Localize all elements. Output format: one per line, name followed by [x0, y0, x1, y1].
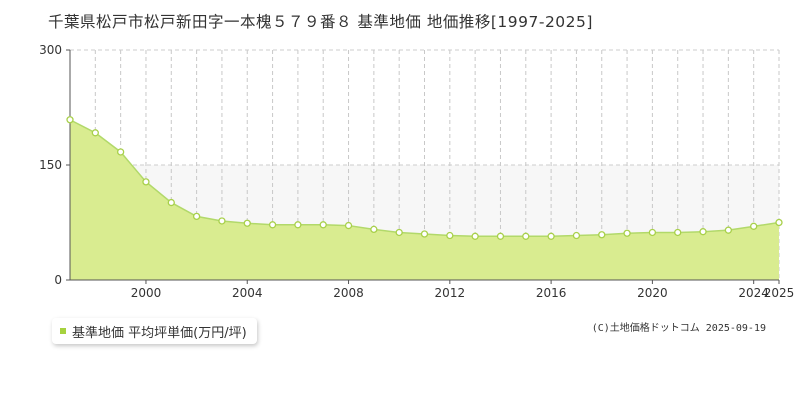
- data-point: [572, 231, 581, 240]
- legend-swatch: [60, 328, 66, 334]
- legend[interactable]: 基準地価 平均坪単価(万円/坪): [52, 318, 257, 344]
- y-tick-label: 150: [39, 158, 62, 172]
- x-tick-label: 2020: [637, 286, 668, 300]
- data-point: [674, 228, 682, 237]
- data-point: [66, 116, 74, 124]
- series-area: [70, 119, 779, 281]
- legend-label: 基準地価 平均坪単価(万円/坪): [72, 325, 247, 341]
- chart-title: 千葉県松戸市松戸新田字一本槐５７９番８ 基準地価 地価推移[1997-2025]: [48, 13, 593, 31]
- data-point: [294, 221, 302, 229]
- copyright-text: (C)土地価格ドットコム 2025-09-19: [591, 323, 766, 334]
- x-tick-label: 2004: [232, 286, 263, 300]
- x-tick-label: 2016: [536, 286, 567, 300]
- data-point: [192, 212, 201, 221]
- data-point: [496, 232, 505, 240]
- x-tick-label: 2024: [738, 286, 769, 300]
- data-point: [699, 228, 707, 236]
- data-point: [598, 231, 606, 239]
- data-point: [268, 221, 277, 229]
- axis-layer: [66, 49, 780, 284]
- data-point: [142, 178, 150, 186]
- data-point: [319, 221, 327, 229]
- data-point: [724, 226, 733, 234]
- x-tick-label: 2008: [333, 286, 364, 300]
- data-point: [446, 231, 454, 240]
- y-tick-label: 0: [54, 273, 62, 287]
- data-point: [522, 232, 530, 240]
- data-point: [344, 221, 353, 230]
- data-point: [218, 217, 226, 225]
- data-point: [648, 228, 657, 237]
- x-tick-label: 2000: [131, 286, 162, 300]
- data-point: [116, 148, 125, 156]
- data-point: [395, 228, 403, 237]
- x-tick-label: 2025: [764, 286, 795, 300]
- x-tick-label: 2012: [435, 286, 466, 300]
- data-point: [750, 222, 758, 230]
- y-tick-label: 300: [39, 43, 62, 57]
- data-point: [420, 230, 429, 238]
- data-point: [775, 218, 783, 227]
- data-point: [623, 229, 631, 237]
- data-point: [91, 129, 99, 137]
- data-point: [167, 198, 175, 207]
- data-point: [471, 232, 479, 240]
- data-point: [547, 232, 555, 240]
- data-point: [370, 225, 378, 234]
- data-point: [243, 219, 251, 227]
- marker-layer: [66, 116, 783, 240]
